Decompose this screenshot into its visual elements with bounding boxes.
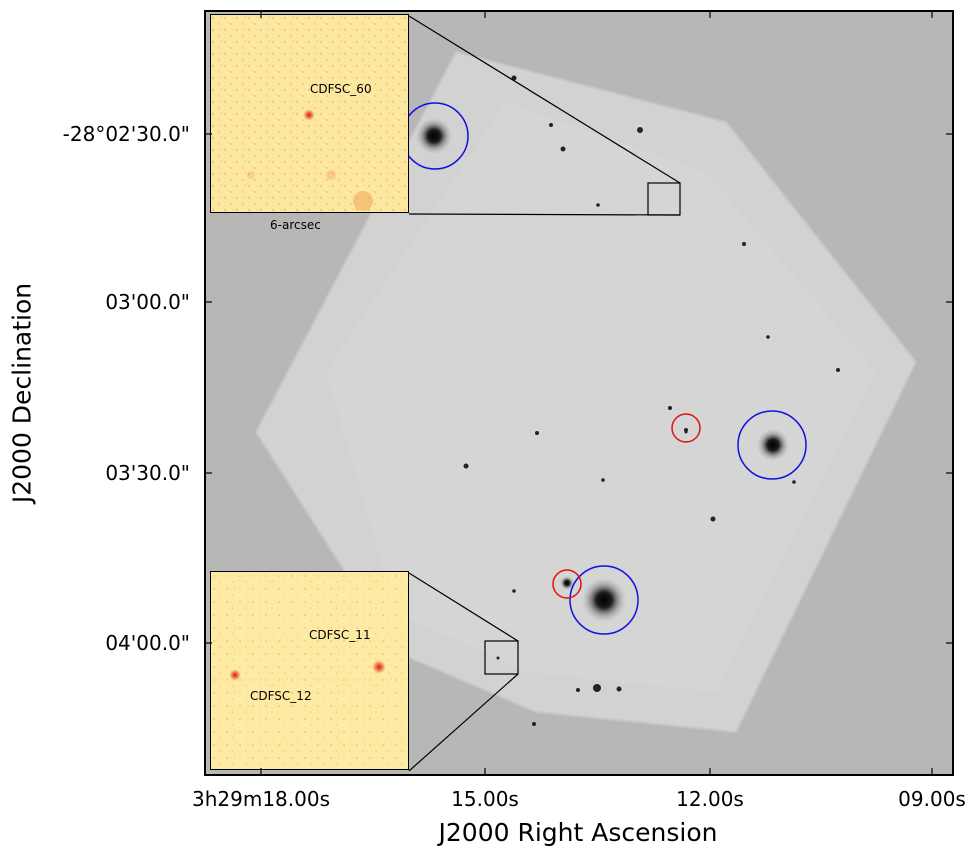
red-circle-marker	[671, 413, 701, 443]
red-circle-marker	[552, 569, 582, 599]
x-tick-label: 09.00s	[898, 787, 966, 811]
bright-star	[416, 118, 452, 154]
connector-line	[408, 213, 681, 216]
y-tick-label: 04'00.0"	[105, 631, 190, 655]
blue-circle-marker	[569, 565, 639, 635]
y-axis-title: J2000 Declination	[7, 282, 37, 504]
blue-circle-marker	[737, 410, 807, 480]
bright-star	[582, 578, 626, 622]
y-tick-label: -28°02'30.0"	[62, 122, 190, 146]
x-tick-label: 3h29m18.00s	[191, 787, 331, 811]
source-cdfsc-12	[229, 669, 241, 681]
inset-bottom: CDFSC_11 CDFSC_12	[210, 571, 409, 770]
connector-line	[408, 15, 681, 184]
x-tick-label: 12.00s	[676, 787, 744, 811]
scale-bar-label: 6-arcsec	[270, 218, 321, 232]
source-label: CDFSC_11	[309, 628, 371, 642]
inset-bottom-image	[211, 572, 408, 769]
connector-line	[408, 572, 519, 642]
source-label: CDFSC_12	[250, 689, 312, 703]
y-tick-label: 03'30.0"	[105, 461, 190, 485]
inset-top: CDFSC_60	[210, 14, 409, 213]
bright-star	[560, 576, 574, 590]
source-cdfsc-11	[372, 660, 386, 674]
y-tick-label: 03'00.0"	[105, 290, 190, 314]
source-cdfsc-60	[303, 109, 315, 121]
sky-image	[254, 15, 918, 772]
x-tick-label: 15.00s	[451, 787, 519, 811]
zoom-box-bottom	[484, 640, 519, 675]
x-axis-title: J2000 Right Ascension	[438, 818, 718, 847]
faint-sources	[463, 75, 840, 726]
source-label: CDFSC_60	[310, 82, 372, 96]
inset-top-image	[211, 15, 408, 212]
bright-star	[757, 429, 789, 461]
connector-line	[408, 673, 519, 772]
